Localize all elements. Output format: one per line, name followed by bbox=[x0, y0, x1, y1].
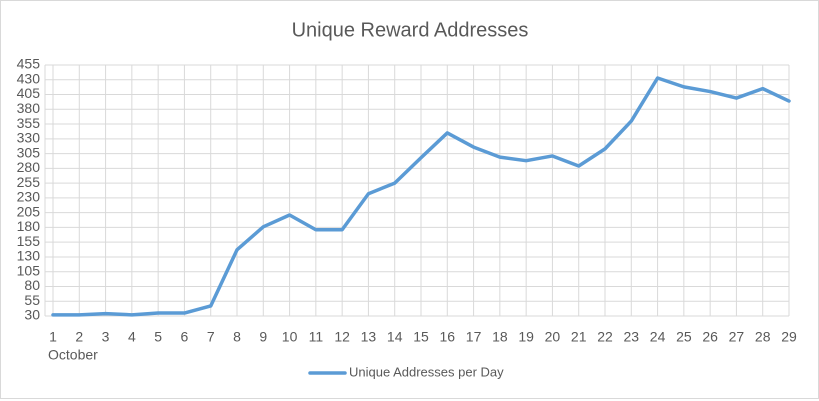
x-tick-label: 23 bbox=[623, 329, 639, 345]
x-group-label: October bbox=[48, 347, 98, 363]
x-tick-label: 12 bbox=[334, 329, 350, 345]
y-tick-label: 355 bbox=[17, 115, 41, 131]
x-tick-label: 15 bbox=[413, 329, 429, 345]
x-tick-label: 19 bbox=[518, 329, 534, 345]
x-tick-label: 14 bbox=[387, 329, 403, 345]
x-tick-label: 22 bbox=[597, 329, 613, 345]
x-tick-label: 5 bbox=[154, 329, 162, 345]
x-tick-label: 1 bbox=[49, 329, 57, 345]
y-tick-label: 155 bbox=[17, 233, 41, 249]
x-tick-label: 13 bbox=[361, 329, 377, 345]
data-line bbox=[51, 76, 791, 317]
y-tick-label: 455 bbox=[17, 56, 41, 72]
y-tick-label: 205 bbox=[17, 203, 41, 219]
x-tick-label: 21 bbox=[571, 329, 587, 345]
x-tick-label: 4 bbox=[128, 329, 136, 345]
x-tick-label: 18 bbox=[492, 329, 508, 345]
y-tick-label: 380 bbox=[17, 100, 41, 116]
y-tick-label: 130 bbox=[17, 248, 41, 264]
x-tick-label: 2 bbox=[75, 329, 83, 345]
y-tick-label: 405 bbox=[17, 85, 41, 101]
x-tick-label: 28 bbox=[755, 329, 771, 345]
y-tick-label: 55 bbox=[24, 292, 40, 308]
x-tick-label: 20 bbox=[545, 329, 561, 345]
x-tick-label: 7 bbox=[207, 329, 215, 345]
x-tick-label: 25 bbox=[676, 329, 692, 345]
y-tick-label: 105 bbox=[17, 262, 41, 278]
x-tick-label: 17 bbox=[466, 329, 482, 345]
x-tick-label: 29 bbox=[781, 329, 797, 345]
legend-label: Unique Addresses per Day bbox=[349, 364, 504, 379]
y-tick-label: 330 bbox=[17, 130, 41, 146]
x-tick-label: 16 bbox=[439, 329, 455, 345]
x-tick-label: 11 bbox=[309, 329, 324, 345]
x-tick-label: 3 bbox=[102, 329, 110, 345]
y-tick-label: 255 bbox=[17, 174, 41, 190]
x-tick-label: 26 bbox=[702, 329, 718, 345]
y-tick-label: 80 bbox=[24, 277, 40, 293]
chart-title: Unique Reward Addresses bbox=[292, 19, 529, 41]
y-tick-label: 305 bbox=[17, 144, 41, 160]
y-tick-label: 30 bbox=[24, 307, 40, 323]
y-tick-label: 230 bbox=[17, 189, 41, 205]
x-tick-label: 8 bbox=[233, 329, 241, 345]
x-tick-label: 27 bbox=[729, 329, 745, 345]
x-tick-label: 24 bbox=[650, 329, 666, 345]
x-tick-label: 6 bbox=[181, 329, 189, 345]
x-tick-label: 9 bbox=[259, 329, 267, 345]
y-tick-label: 430 bbox=[17, 70, 41, 86]
y-tick-label: 180 bbox=[17, 218, 41, 234]
x-tick-label: 10 bbox=[282, 329, 298, 345]
y-tick-label: 280 bbox=[17, 159, 41, 175]
